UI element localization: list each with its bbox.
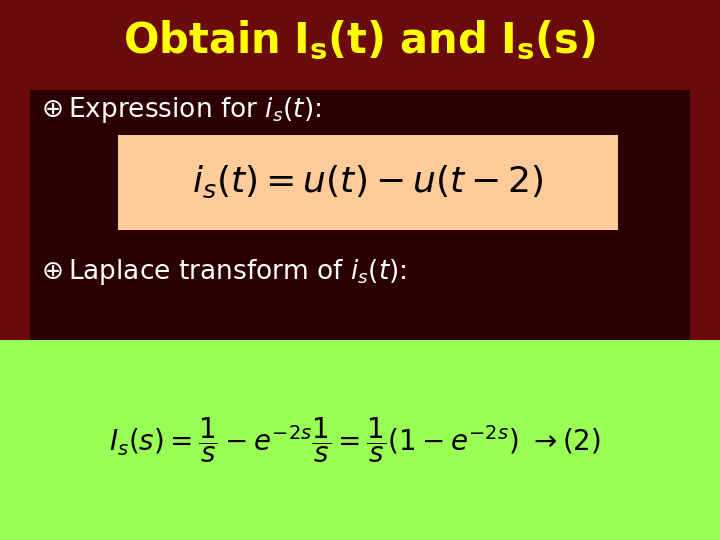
- Text: Expression for $i_s(t)$:: Expression for $i_s(t)$:: [68, 95, 321, 125]
- Text: $\mathbf{Obtain\ I_s(t)\ and\ I_s(s)}$: $\mathbf{Obtain\ I_s(t)\ and\ I_s(s)}$: [124, 18, 596, 62]
- Text: ⊕: ⊕: [42, 97, 64, 123]
- Text: $I_s(s) = \dfrac{1}{s} - e^{-2s}\dfrac{1}{s} = \dfrac{1}{s}\left(1 - e^{-2s}\rig: $I_s(s) = \dfrac{1}{s} - e^{-2s}\dfrac{1…: [109, 415, 601, 465]
- FancyBboxPatch shape: [118, 135, 618, 230]
- FancyBboxPatch shape: [0, 340, 720, 540]
- Text: $i_s(t) = u(t) - u(t-2)$: $i_s(t) = u(t) - u(t-2)$: [192, 164, 544, 200]
- FancyBboxPatch shape: [30, 90, 690, 460]
- Text: ⊕: ⊕: [42, 259, 64, 285]
- Text: Laplace transform of $i_s(t)$:: Laplace transform of $i_s(t)$:: [68, 257, 407, 287]
